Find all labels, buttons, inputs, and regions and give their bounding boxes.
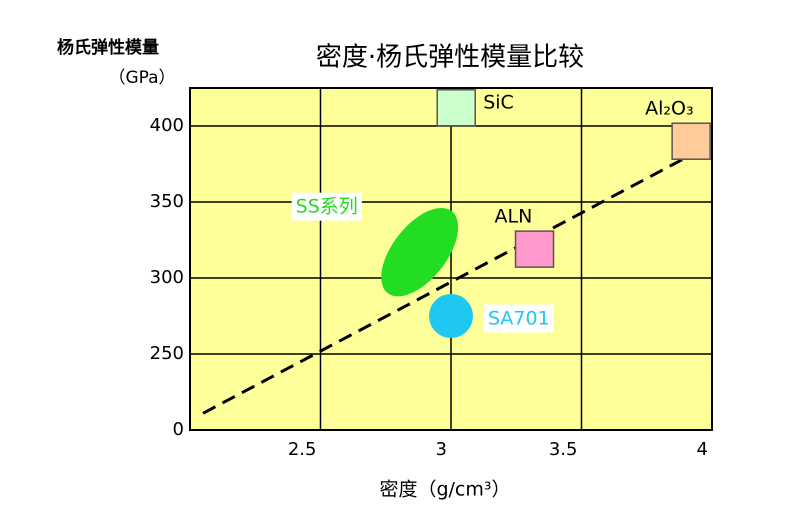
marker [671, 122, 711, 160]
x-tick-label: 3 [436, 439, 447, 460]
x-axis-label: 密度（g/cm³） [379, 479, 510, 501]
series-label: SS系列 [296, 196, 358, 218]
y-tick-label: 250 [150, 343, 184, 364]
marker [514, 230, 555, 268]
marker [429, 294, 473, 338]
y-tick-label: 350 [150, 191, 184, 212]
y-tick-label: 300 [150, 267, 184, 288]
marker [381, 207, 459, 297]
y-tick-label: 0 [173, 419, 184, 440]
x-tick-label: 4 [697, 439, 708, 460]
trend-line [202, 153, 692, 415]
chart-title: 密度·杨氏弹性模量比较 [316, 43, 584, 73]
x-tick-label: 2.5 [288, 439, 317, 460]
series-label: Al₂O₃ [645, 98, 693, 120]
series-label: SiC [483, 91, 514, 113]
marker [436, 89, 476, 127]
series-label: ALN [495, 206, 533, 228]
x-tick-label: 3.5 [549, 439, 578, 460]
label-box [291, 192, 362, 221]
series-label: SA701 [488, 308, 550, 330]
y-axis-unit: （GPa） [108, 68, 175, 88]
y-tick-label: 400 [150, 115, 184, 136]
y-axis-label: 杨氏弹性模量 [57, 37, 159, 58]
label-box [484, 304, 554, 333]
